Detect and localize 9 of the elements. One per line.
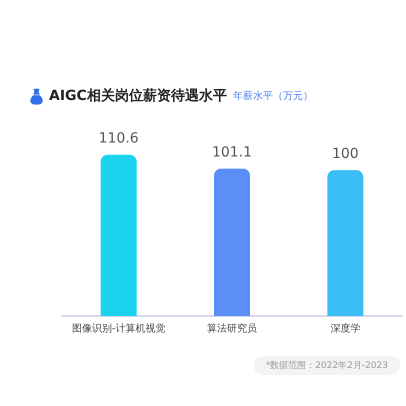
x-tick-label: 图像识别-计算机视觉 xyxy=(72,322,166,334)
data-label: 101.1 xyxy=(212,144,252,161)
x-tick-label: 算法研究员 xyxy=(207,322,257,334)
text: *数据范围：2022年2月-2023 xyxy=(254,356,400,375)
data-label: 110.6 xyxy=(98,130,139,147)
x-tick-label: 深度学 xyxy=(330,322,360,334)
chart-title: AIGC相关岗位薪资待遇水平 xyxy=(49,87,227,105)
chart-subtitle: 年薪水平（万元） xyxy=(232,90,313,103)
data-label: 100 xyxy=(332,146,359,162)
